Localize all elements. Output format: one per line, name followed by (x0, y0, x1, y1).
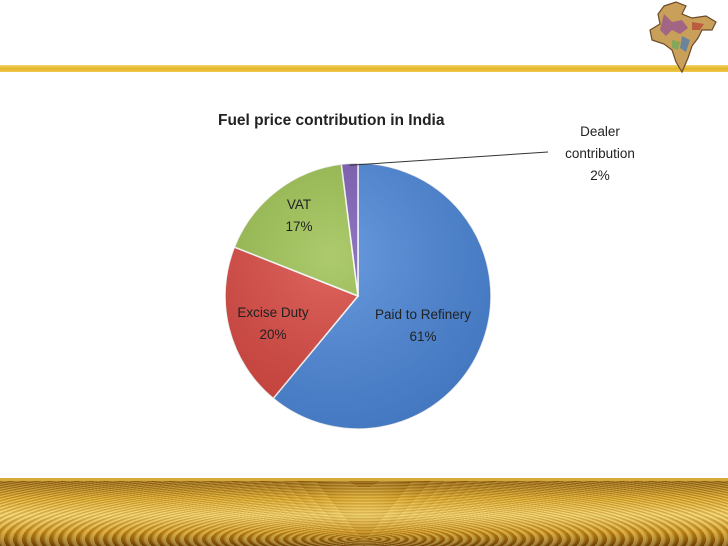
header-accent-bar (0, 65, 728, 72)
slice-label-refinery: Paid to Refinery (375, 307, 471, 322)
oil-footer-band (0, 478, 728, 546)
chart-title: Fuel price contribution in India (218, 112, 445, 129)
slice-label-vat: VAT (287, 197, 311, 212)
slice-percent-refinery: 61% (409, 329, 436, 344)
slice-percent-vat: 17% (285, 219, 312, 234)
slice-percent-dealer: 2% (590, 168, 610, 183)
slice-label-excise: Excise Duty (237, 305, 309, 320)
dealer-leader-line (349, 151, 549, 166)
slice-label-dealer-line1: Dealer (580, 124, 620, 139)
slice-label-dealer-line2: contribution (565, 146, 635, 161)
india-map-icon (649, 1, 717, 74)
slice-percent-excise: 20% (259, 327, 286, 342)
